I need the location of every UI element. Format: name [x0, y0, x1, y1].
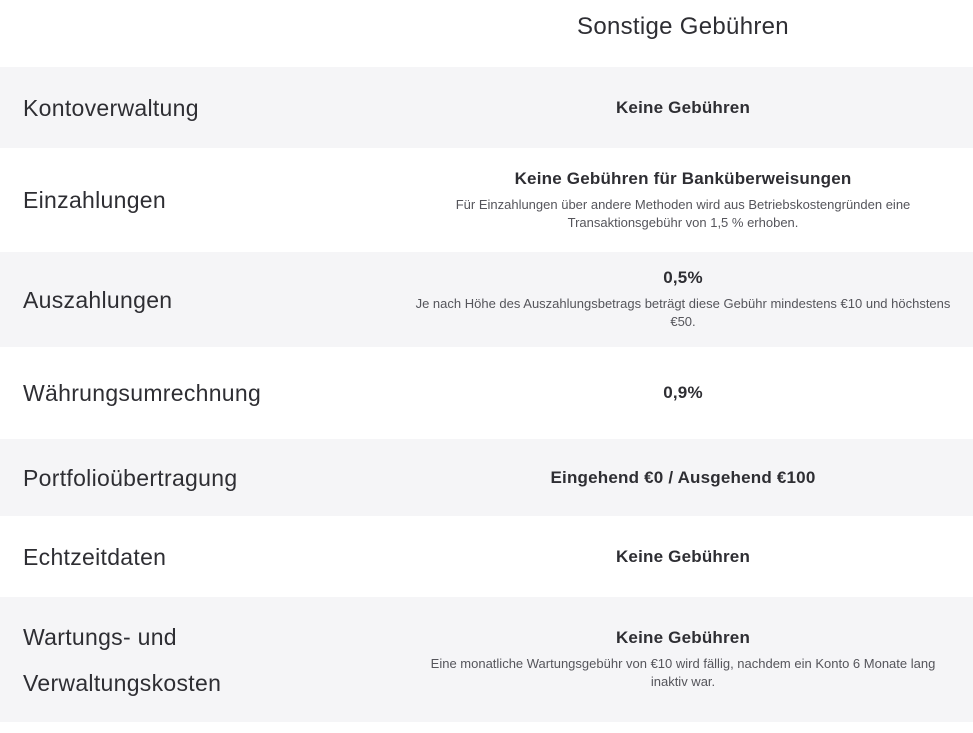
- row-value: Keine Gebühren: [615, 97, 751, 117]
- row-content: Keine Gebühren: [413, 98, 953, 118]
- row-value: Keine Gebühren für Banküberweisungen: [514, 168, 852, 188]
- row-note: Je nach Höhe des Auszahlungsbetrags betr…: [415, 296, 951, 329]
- row-content: Keine Gebühren für Banküberweisungen Für…: [413, 169, 953, 231]
- table-row-echtzeitdaten: Echtzeitdaten Keine Gebühren: [0, 516, 973, 597]
- row-note: Für Einzahlungen über andere Methoden wi…: [455, 196, 911, 230]
- row-value: 0,5%: [663, 268, 703, 288]
- table-row-waehrungsumrechnung: Währungsumrechnung 0,9%: [0, 347, 973, 439]
- row-content: Keine Gebühren: [413, 547, 953, 567]
- row-value: Keine Gebühren: [615, 628, 751, 648]
- row-content: Eingehend €0 / Ausgehend €100: [413, 468, 953, 488]
- row-content: 0,9%: [413, 383, 953, 403]
- table-row-wartungskosten: Wartungs- und Verwaltungskosten Keine Ge…: [0, 597, 973, 722]
- row-label: Kontoverwaltung: [23, 94, 199, 121]
- row-label: Währungsumrechnung: [23, 380, 262, 406]
- row-label: Auszahlungen: [23, 286, 173, 313]
- row-note: Eine monatliche Wartungsgebühr von €10 w…: [430, 656, 936, 689]
- title-row: Sonstige Gebühren: [0, 0, 973, 54]
- row-label: Wartungs- und Verwaltungskosten: [23, 623, 222, 696]
- row-content: 0,5% Je nach Höhe des Auszahlungsbetrags…: [413, 268, 953, 330]
- page-title: Sonstige Gebühren: [577, 13, 789, 40]
- row-value: 0,9%: [663, 383, 703, 402]
- row-value: Keine Gebühren: [615, 546, 751, 566]
- row-content: Keine Gebühren Eine monatliche Wartungsg…: [413, 628, 953, 690]
- row-label: Echtzeitdaten: [23, 543, 167, 570]
- table-row-portfoliouebertragung: Portfolioübertragung Eingehend €0 / Ausg…: [0, 439, 973, 516]
- table-row-einzahlungen: Einzahlungen Keine Gebühren für Banküber…: [0, 148, 973, 252]
- row-label: Einzahlungen: [23, 187, 166, 213]
- row-label: Portfolioübertragung: [23, 464, 238, 491]
- row-value: Eingehend €0 / Ausgehend €100: [550, 467, 816, 487]
- table-row-auszahlungen: Auszahlungen 0,5% Je nach Höhe des Ausza…: [0, 252, 973, 347]
- table-row-kontoverwaltung: Kontoverwaltung Keine Gebühren: [0, 67, 973, 148]
